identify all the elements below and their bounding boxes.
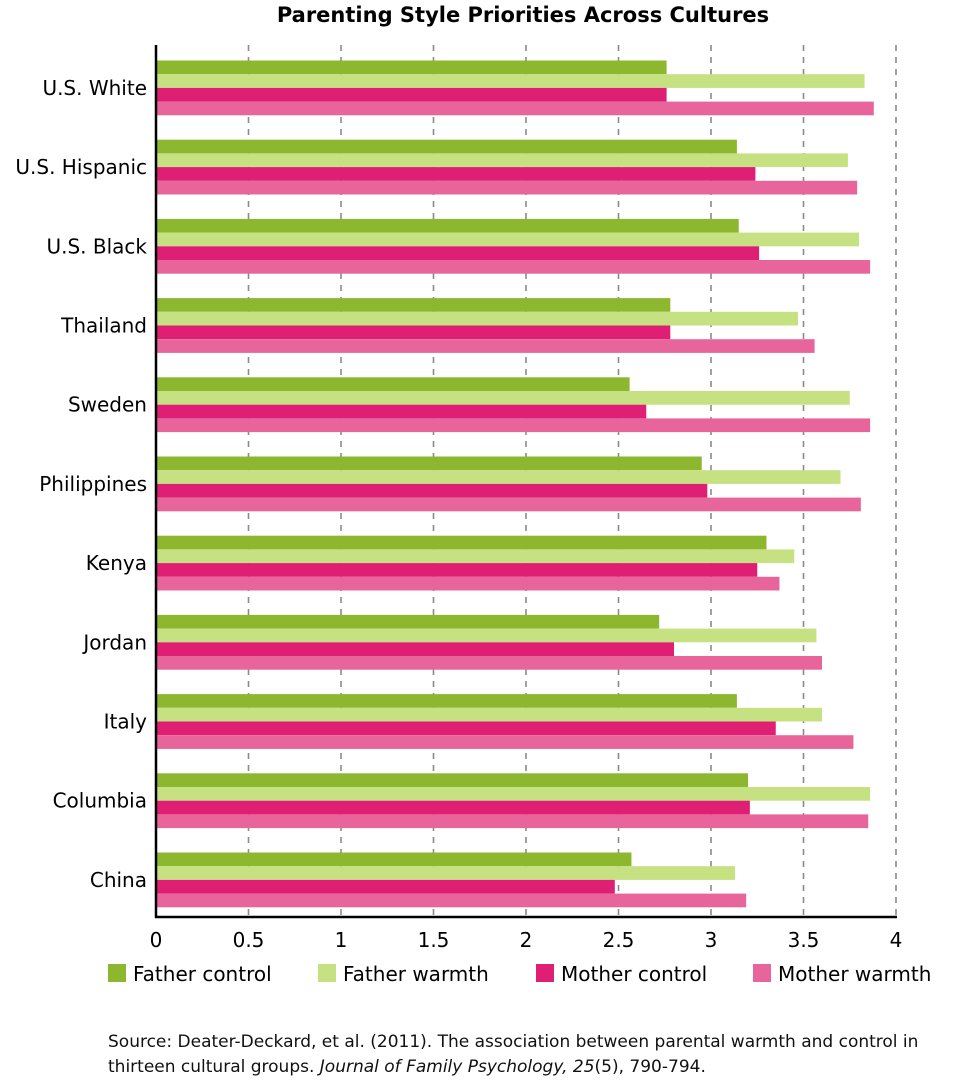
x-tick-label: 3.5 — [788, 928, 820, 952]
bar-mother-warmth — [156, 101, 874, 116]
category-label: Philippines — [39, 472, 147, 496]
category-label: Italy — [104, 710, 148, 734]
bar-father-control — [156, 614, 660, 629]
bar-chart: Parenting Style Priorities Across Cultur… — [15, 3, 931, 986]
bar-father-control — [156, 60, 667, 75]
legend-swatch — [753, 964, 771, 982]
bar-mother-warmth — [156, 180, 858, 195]
bar-mother-control — [156, 483, 708, 498]
bar-mother-control — [156, 167, 756, 181]
category-label: U.S. White — [42, 76, 147, 100]
bar-mother-control — [156, 879, 615, 894]
category-label: Columbia — [53, 789, 147, 813]
bar-mother-control — [156, 800, 750, 815]
bar-father-warmth — [156, 391, 850, 405]
category-label: U.S. Hispanic — [15, 155, 147, 179]
legend-label: Father warmth — [343, 962, 489, 986]
x-tick-label: 1.5 — [418, 928, 450, 952]
bar-father-warmth — [156, 153, 848, 168]
x-tick-label: 4 — [890, 928, 903, 952]
bar-mother-warmth — [156, 339, 815, 353]
bar-father-warmth — [156, 707, 822, 722]
x-tick-label: 2 — [520, 928, 533, 952]
bar-father-warmth — [156, 311, 798, 326]
bar-mother-control — [156, 87, 667, 102]
bar-father-control — [156, 456, 702, 471]
bar-mother-control — [156, 325, 671, 340]
chart-title: Parenting Style Priorities Across Cultur… — [277, 3, 769, 27]
bar-mother-control — [156, 563, 758, 577]
bar-father-warmth — [156, 549, 795, 564]
bar-mother-warmth — [156, 418, 871, 433]
bar-father-warmth — [156, 232, 859, 247]
category-label: Jordan — [81, 630, 147, 654]
legend-swatch — [108, 964, 126, 982]
category-label: China — [90, 868, 147, 892]
legend-label: Father control — [133, 962, 272, 986]
x-tick-label: 0.5 — [233, 928, 265, 952]
bar-mother-warmth — [156, 735, 854, 749]
legend-swatch — [536, 964, 554, 982]
bar-mother-control — [156, 642, 674, 656]
x-tick-label: 3 — [705, 928, 718, 952]
bar-father-warmth — [156, 866, 736, 880]
x-tick-label: 1 — [335, 928, 348, 952]
x-tick-label: 0 — [150, 928, 163, 952]
bar-mother-warmth — [156, 814, 869, 829]
bar-mother-control — [156, 246, 760, 260]
category-label: Kenya — [86, 551, 147, 575]
category-label: Sweden — [68, 393, 147, 417]
category-label: U.S. Black — [46, 234, 147, 258]
bar-mother-control — [156, 404, 647, 419]
legend-swatch — [318, 964, 336, 982]
bar-mother-warmth — [156, 893, 747, 908]
source-citation: Source: Deater-Deckard, et al. (2011). T… — [108, 1030, 956, 1080]
bar-father-warmth — [156, 74, 865, 88]
source-issue: (5), 790-794. — [594, 1057, 706, 1077]
bar-father-control — [156, 694, 737, 708]
bar-father-control — [156, 377, 630, 391]
source-text: Source: Deater-Deckard, et al. (2011). T… — [108, 1032, 919, 1077]
category-label: Thailand — [60, 314, 147, 338]
bar-mother-warmth — [156, 497, 861, 512]
bar-mother-warmth — [156, 576, 780, 591]
bar-mother-warmth — [156, 656, 822, 670]
bar-father-control — [156, 298, 671, 312]
bar-father-control — [156, 852, 632, 867]
bar-father-control — [156, 218, 739, 233]
bar-father-warmth — [156, 787, 871, 801]
bar-mother-warmth — [156, 260, 871, 274]
bar-father-control — [156, 139, 737, 154]
bar-father-warmth — [156, 628, 817, 643]
bar-father-control — [156, 773, 748, 787]
bar-father-control — [156, 535, 767, 550]
legend-label: Mother warmth — [778, 962, 931, 986]
bar-mother-control — [156, 721, 776, 736]
bar-father-warmth — [156, 470, 841, 484]
legend-label: Mother control — [561, 962, 707, 986]
source-journal: Journal of Family Psychology, 25 — [319, 1057, 595, 1077]
x-tick-label: 2.5 — [603, 928, 635, 952]
